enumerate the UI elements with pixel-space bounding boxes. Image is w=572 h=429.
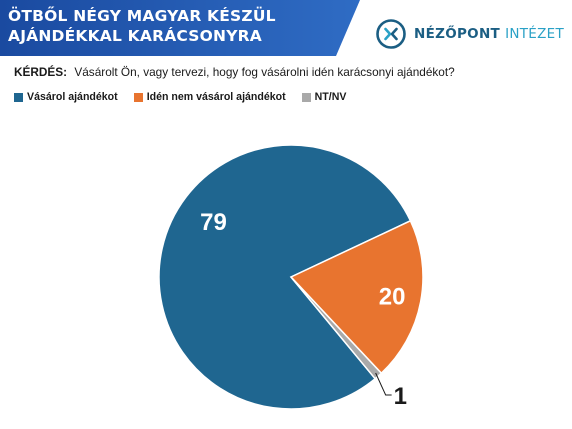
legend-label-not-buying: Idén nem vásárol ajándékot bbox=[146, 91, 286, 103]
legend-label-buying: Vásárol ajándékot bbox=[27, 91, 118, 103]
page-title: ÖTBŐL NÉGY MAGYAR KÉSZÜL AJÁNDÉKKAL KARÁ… bbox=[8, 7, 276, 45]
pie-label-dont-know: 1 bbox=[394, 383, 407, 410]
pie-slice-buying bbox=[158, 144, 412, 410]
nezopont-logo-icon bbox=[376, 19, 406, 49]
banner-background bbox=[0, 0, 360, 56]
logo-word-intezet: INTÉZET bbox=[505, 26, 565, 42]
chart-legend: Vásárol ajándékot Idén nem vásárol ajánd… bbox=[14, 91, 362, 103]
pie-leader-line-dont-know bbox=[375, 372, 392, 396]
legend-swatch-buying bbox=[14, 92, 23, 102]
nezopont-logo: NÉZŐPONT INTÉZET bbox=[376, 18, 564, 50]
title-banner: ÖTBŐL NÉGY MAGYAR KÉSZÜL AJÁNDÉKKAL KARÁ… bbox=[0, 0, 360, 56]
survey-question: KÉRDÉS: Vásárolt Ön, vagy tervezi, hogy … bbox=[14, 65, 455, 79]
pie-label-buying: 79 bbox=[200, 209, 227, 236]
question-label: KÉRDÉS: bbox=[14, 65, 68, 79]
legend-item-dont-know: NT/NV bbox=[301, 91, 347, 103]
legend-swatch-dont-know bbox=[301, 92, 311, 102]
pie-label-not-buying: 20 bbox=[379, 283, 406, 310]
logo-word-nezopont: NÉZŐPONT bbox=[414, 26, 501, 42]
legend-item-buying: Vásárol ajándékot bbox=[14, 91, 118, 103]
pie-slice-not-buying bbox=[289, 219, 424, 375]
pie-slice-dont-know bbox=[290, 276, 383, 380]
legend-label-dont-know: NT/NV bbox=[314, 91, 347, 103]
legend-item-not-buying: Idén nem vásárol ajándékot bbox=[133, 91, 286, 103]
legend-swatch-not-buying bbox=[133, 92, 143, 102]
question-text: Vásárolt Ön, vagy tervezi, hogy fog vásá… bbox=[74, 65, 455, 79]
